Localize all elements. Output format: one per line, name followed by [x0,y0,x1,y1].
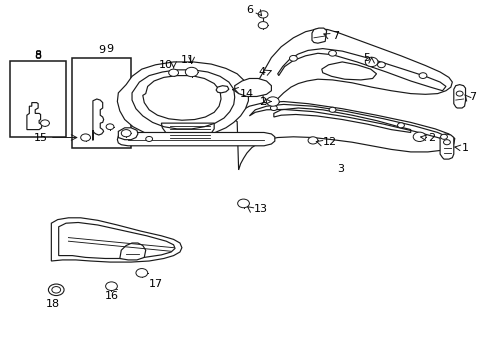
Circle shape [136,269,147,277]
Text: 2: 2 [427,132,434,143]
Polygon shape [120,243,145,260]
Text: 12: 12 [322,137,336,147]
Circle shape [258,11,267,18]
Circle shape [105,282,117,291]
Text: 15: 15 [34,132,48,143]
Circle shape [328,50,336,56]
Polygon shape [117,62,248,138]
Text: 7: 7 [468,92,476,102]
Circle shape [266,97,279,106]
Bar [10,61,66,137]
Circle shape [52,287,61,293]
Circle shape [455,91,462,96]
Circle shape [41,120,49,126]
Circle shape [237,199,249,208]
Circle shape [377,62,385,68]
Circle shape [48,284,64,296]
Polygon shape [233,102,454,170]
Text: 6: 6 [246,5,253,15]
Text: 5: 5 [363,53,369,63]
Polygon shape [439,134,453,159]
Circle shape [258,22,267,29]
Text: 2: 2 [259,96,266,107]
Text: 11: 11 [181,55,195,66]
Circle shape [365,57,377,67]
Text: 1: 1 [461,143,468,153]
Text: 9: 9 [106,44,113,54]
Text: 13: 13 [254,204,268,214]
Text: 10: 10 [159,60,173,70]
Circle shape [307,137,317,144]
Text: 3: 3 [337,164,344,174]
Polygon shape [216,86,228,93]
Text: 17: 17 [149,279,163,289]
Circle shape [328,107,335,112]
Text: 8: 8 [35,51,41,61]
Circle shape [412,132,425,141]
Bar [72,58,131,148]
Polygon shape [259,29,451,111]
Text: 9: 9 [98,45,105,55]
Circle shape [168,69,178,76]
Polygon shape [311,28,326,43]
Circle shape [443,140,449,145]
Circle shape [418,73,426,78]
Polygon shape [27,103,41,130]
Polygon shape [51,218,182,262]
Text: 18: 18 [46,299,60,309]
Polygon shape [93,99,103,140]
Circle shape [145,136,152,141]
Polygon shape [453,85,465,108]
Circle shape [440,134,447,139]
Polygon shape [117,132,274,146]
Circle shape [397,123,404,128]
Circle shape [106,124,114,130]
Polygon shape [234,78,271,96]
Polygon shape [118,128,138,140]
Circle shape [289,55,297,61]
Text: 4: 4 [258,67,265,77]
Text: 7: 7 [332,31,339,41]
Circle shape [121,130,131,137]
Circle shape [81,134,90,141]
Text: 8: 8 [35,50,41,60]
Text: 14: 14 [239,89,253,99]
Circle shape [185,67,198,77]
Circle shape [270,105,277,111]
Text: 16: 16 [104,291,118,301]
